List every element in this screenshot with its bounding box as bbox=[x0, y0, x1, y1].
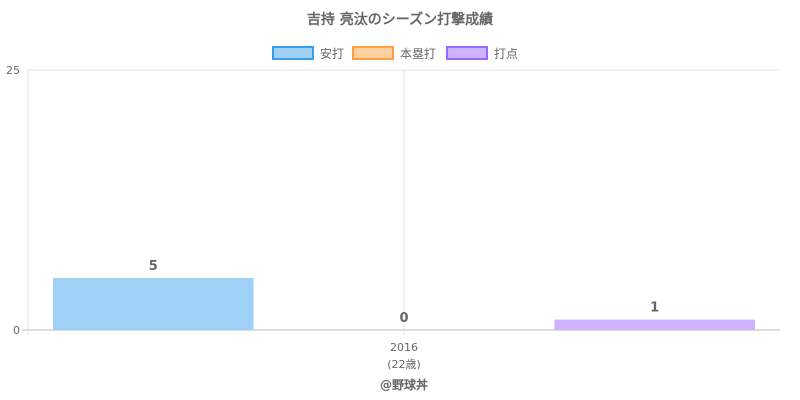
legend-label-3: 打点 bbox=[494, 47, 518, 61]
legend: 安打 本塁打 打点 bbox=[272, 46, 518, 61]
bars bbox=[53, 278, 755, 330]
legend-swatch-3 bbox=[446, 46, 488, 60]
bar-安打-2016 bbox=[53, 278, 254, 330]
bar-打点-2016 bbox=[554, 319, 755, 330]
data-labels: 5 0 1 bbox=[149, 259, 659, 326]
chart-title: 吉持 亮汰のシーズン打撃成績 bbox=[307, 11, 493, 28]
legend-swatch-2 bbox=[352, 46, 394, 60]
x-tick-label: 2016 bbox=[390, 341, 418, 354]
legend-label-2: 本塁打 bbox=[400, 47, 436, 61]
x-tick-sublabel: (22歳) bbox=[387, 358, 421, 371]
y-tick-label-top: 25 bbox=[6, 64, 20, 77]
data-label-2: 0 bbox=[399, 311, 408, 326]
data-label-1: 5 bbox=[149, 259, 158, 274]
legend-swatch-1 bbox=[272, 46, 314, 60]
data-label-3: 1 bbox=[650, 301, 659, 316]
credit-text: @野球丼 bbox=[380, 377, 428, 392]
y-tick-label-bottom: 0 bbox=[13, 324, 20, 337]
legend-label-1: 安打 bbox=[320, 46, 344, 61]
